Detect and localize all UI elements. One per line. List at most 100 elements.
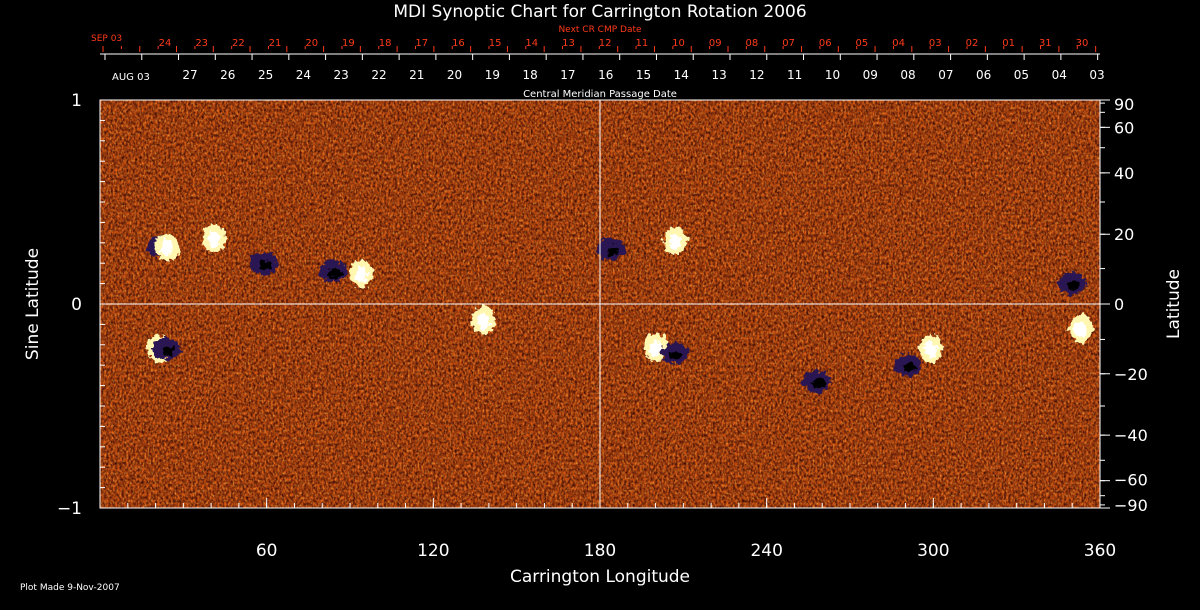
- cmp-day-label: 19: [485, 68, 500, 82]
- negative-region-core: [162, 345, 175, 356]
- cmp-day-label: 25: [258, 68, 273, 82]
- next-cr-day-label: 21: [269, 38, 282, 49]
- next-cr-day-label: 23: [195, 38, 208, 49]
- x-tick-label: 60: [256, 541, 278, 561]
- plot-made-footer: Plot Made 9-Nov-2007: [20, 583, 120, 593]
- y-tick-label: 1: [71, 91, 82, 111]
- negative-region-core: [1068, 280, 1080, 291]
- active-regions: [146, 224, 1093, 393]
- cmp-day-label: 04: [1052, 68, 1067, 82]
- y-axis-title-right: Latitude: [1164, 269, 1184, 339]
- x-tick-label: 360: [1084, 541, 1116, 561]
- x-tick-label: 240: [750, 541, 782, 561]
- cmp-day-label: 09: [863, 68, 878, 82]
- cmp-day-label: 06: [976, 68, 991, 82]
- latitude-axis: 90 60 40 20 0 −20 −40 −60 −90: [1100, 95, 1148, 515]
- cmp-day-label: 03: [1089, 68, 1104, 82]
- y-tick-label: −1: [57, 499, 82, 519]
- lat-tick-label: 90: [1114, 95, 1134, 114]
- positive-region-core: [208, 231, 221, 248]
- cmp-day-label: 08: [900, 68, 915, 82]
- positive-region-core: [160, 239, 173, 256]
- lat-tick-label: 0: [1114, 295, 1124, 314]
- next-cr-first-label: SEP 03: [91, 34, 122, 44]
- positive-region-core: [649, 339, 662, 356]
- lat-tick-label: 40: [1114, 164, 1134, 183]
- next-cr-day-label: 11: [635, 38, 648, 49]
- cmp-day-label: 14: [674, 68, 689, 82]
- positive-region-core: [477, 313, 490, 330]
- positive-region-core: [924, 341, 937, 358]
- x-tick-label: 120: [417, 541, 449, 561]
- positive-region-core: [355, 266, 368, 283]
- next-cr-day-label: 13: [562, 38, 575, 49]
- next-cr-day-label: 10: [672, 38, 685, 49]
- lat-tick-label: −60: [1114, 471, 1148, 490]
- negative-region-core: [606, 245, 619, 256]
- next-cr-day-label: 08: [746, 38, 759, 49]
- next-cr-day-label: 15: [489, 38, 502, 49]
- cmp-day-label: 17: [560, 68, 575, 82]
- positive-region-core: [669, 233, 682, 250]
- next-cr-day-label: 05: [856, 38, 869, 49]
- negative-region-core: [812, 378, 825, 389]
- crosshair: [100, 100, 1100, 508]
- cmp-date-axis: AUG 03 Central Meridian Passage Date 27 2…: [100, 53, 1105, 100]
- cmp-day-label: 21: [409, 68, 424, 82]
- next-cr-day-label: 01: [1002, 38, 1015, 49]
- next-cr-day-label: 24: [159, 38, 172, 49]
- longitude-axis: 60 120 180 240 300 360: [127, 498, 1116, 561]
- negative-region-core: [259, 260, 272, 271]
- negative-region-core: [329, 268, 342, 279]
- next-cr-day-label: 18: [379, 38, 392, 49]
- next-cr-day-label: 07: [782, 38, 795, 49]
- cmp-first-label: AUG 03: [112, 72, 150, 83]
- x-axis-title: Carrington Longitude: [510, 567, 690, 587]
- cmp-axis-label: Central Meridian Passage Date: [523, 89, 677, 100]
- lat-tick-label: −90: [1114, 496, 1148, 515]
- cmp-day-label: 12: [749, 68, 764, 82]
- next-cr-day-label: 03: [929, 38, 942, 49]
- chart-title: MDI Synoptic Chart for Carrington Rotati…: [393, 2, 806, 22]
- next-cr-day-label: 16: [452, 38, 465, 49]
- cmp-day-label: 05: [1014, 68, 1029, 82]
- lat-tick-label: 20: [1114, 225, 1134, 244]
- cmp-day-label: 22: [371, 68, 386, 82]
- x-tick-label: 300: [917, 541, 949, 561]
- cmp-day-label: 27: [182, 68, 197, 82]
- negative-region-core: [670, 349, 683, 360]
- next-cr-day-label: 12: [599, 38, 612, 49]
- next-cr-day-label: 19: [342, 38, 355, 49]
- cmp-day-label: 16: [598, 68, 613, 82]
- y-tick-label: 0: [71, 295, 82, 315]
- cmp-day-label: 10: [825, 68, 840, 82]
- next-cr-day-label: 06: [819, 38, 832, 49]
- lat-tick-label: 60: [1114, 118, 1134, 137]
- next-cr-day-label: 31: [1039, 38, 1052, 49]
- next-cr-day-label: 09: [709, 38, 722, 49]
- positive-region-core: [1074, 321, 1087, 338]
- sine-latitude-axis: 1 0 −1: [57, 91, 110, 519]
- next-cr-axis-label: Next CR CMP Date: [558, 25, 642, 35]
- next-cr-day-label: 14: [525, 38, 538, 49]
- cmp-day-label: 13: [711, 68, 726, 82]
- cmp-day-label: 20: [447, 68, 462, 82]
- next-cr-day-label: 04: [892, 38, 905, 49]
- lat-tick-label: −20: [1114, 365, 1148, 384]
- cmp-day-label: 15: [636, 68, 651, 82]
- cmp-day-label: 11: [787, 68, 802, 82]
- cmp-day-label: 24: [296, 68, 311, 82]
- cmp-day-label: 23: [334, 68, 349, 82]
- next-cr-day-label: 20: [305, 38, 318, 49]
- x-tick-label: 180: [584, 541, 616, 561]
- negative-region-core: [904, 362, 917, 373]
- cmp-day-label: 26: [220, 68, 235, 82]
- y-axis-title-left: Sine Latitude: [23, 248, 43, 360]
- next-cr-day-label: 22: [232, 38, 245, 49]
- next-cr-day-label: 02: [966, 38, 979, 49]
- next-cr-day-label: 30: [1076, 38, 1089, 49]
- lat-tick-label: −40: [1114, 426, 1148, 445]
- cmp-day-label: 18: [522, 68, 537, 82]
- cmp-day-label: 07: [938, 68, 953, 82]
